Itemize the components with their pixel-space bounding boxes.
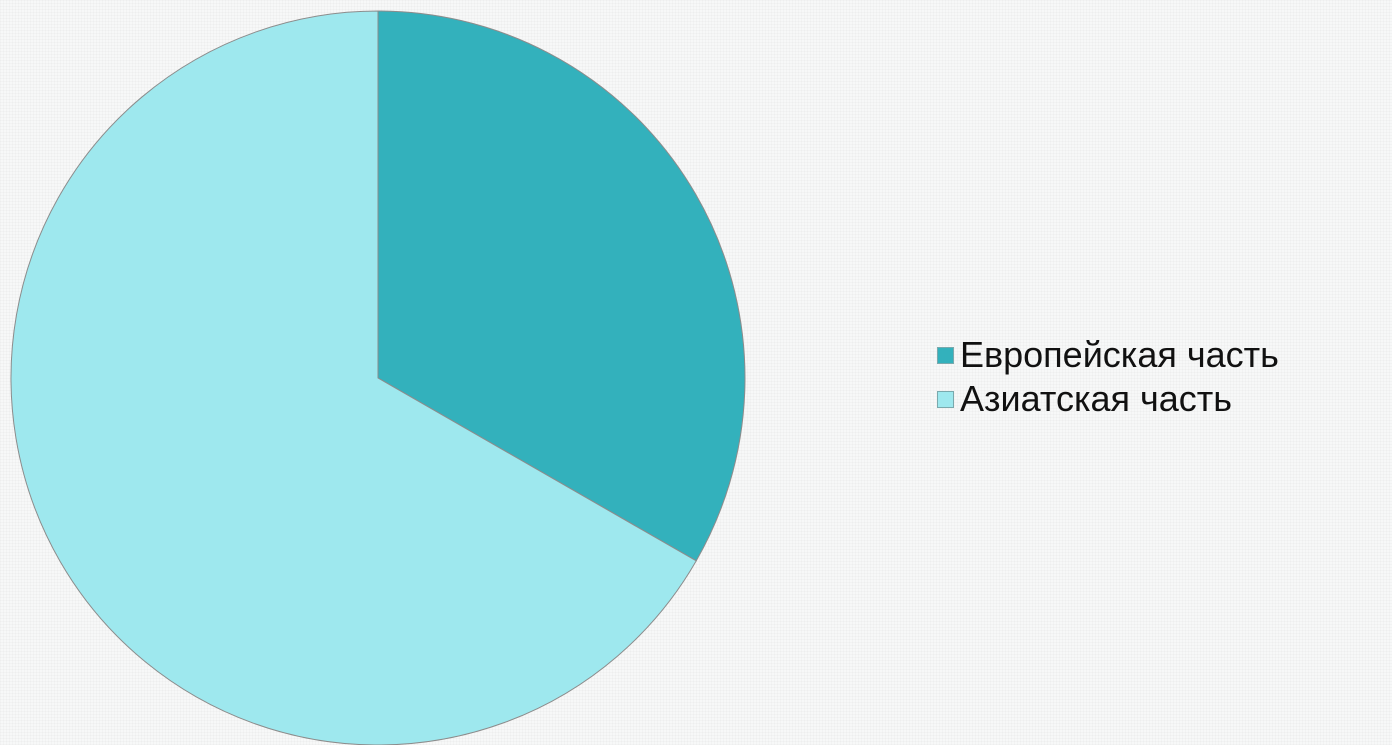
- legend-item-asian: Азиатская часть: [937, 377, 1279, 421]
- legend-label-asian: Азиатская часть: [960, 378, 1233, 419]
- pie-slice-asian: [10, 10, 697, 745]
- pie-slices: [10, 10, 746, 745]
- legend-swatch-european: [937, 346, 954, 364]
- legend-item-european: Европейская часть: [937, 333, 1279, 377]
- legend-swatch-asian: [937, 390, 954, 408]
- pie-slice-european: [377, 10, 746, 562]
- chart-legend: Европейская часть Азиатская часть: [937, 333, 1279, 421]
- legend-label-european: Европейская часть: [960, 334, 1279, 375]
